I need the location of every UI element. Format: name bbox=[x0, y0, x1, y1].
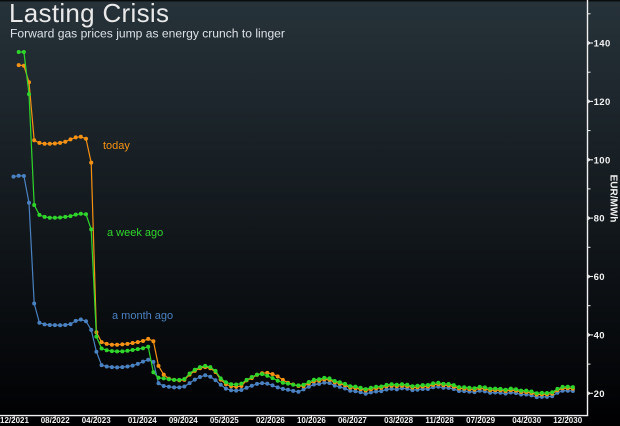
svg-text:10/2026: 10/2026 bbox=[297, 416, 326, 425]
svg-text:08/2022: 08/2022 bbox=[41, 416, 70, 425]
svg-text:Forward gas prices jump as ene: Forward gas prices jump as energy crunch… bbox=[10, 27, 285, 41]
svg-text:20: 20 bbox=[594, 389, 605, 400]
svg-text:05/2025: 05/2025 bbox=[210, 416, 239, 425]
svg-text:Lasting Crisis: Lasting Crisis bbox=[9, 0, 169, 28]
svg-text:04/2030: 04/2030 bbox=[512, 416, 541, 425]
svg-text:01/2024: 01/2024 bbox=[128, 416, 157, 425]
svg-text:40: 40 bbox=[594, 330, 605, 341]
svg-text:06/2027: 06/2027 bbox=[338, 416, 367, 425]
svg-text:EUR/MWh: EUR/MWh bbox=[608, 175, 619, 223]
svg-text:a week ago: a week ago bbox=[107, 227, 163, 239]
svg-text:09/2024: 09/2024 bbox=[169, 416, 198, 425]
svg-text:60: 60 bbox=[594, 272, 605, 283]
svg-text:03/2028: 03/2028 bbox=[384, 416, 413, 425]
svg-text:11/2028: 11/2028 bbox=[425, 416, 454, 425]
svg-text:120: 120 bbox=[594, 97, 611, 108]
svg-text:140: 140 bbox=[594, 39, 611, 50]
svg-text:a month ago: a month ago bbox=[112, 310, 173, 322]
svg-text:12/2021: 12/2021 bbox=[0, 416, 29, 425]
svg-text:04/2023: 04/2023 bbox=[82, 416, 111, 425]
svg-text:today: today bbox=[103, 140, 130, 152]
svg-text:02/2026: 02/2026 bbox=[256, 416, 285, 425]
svg-text:07/2029: 07/2029 bbox=[466, 416, 495, 425]
svg-text:100: 100 bbox=[594, 155, 611, 166]
svg-text:12/2030: 12/2030 bbox=[553, 416, 582, 425]
svg-text:80: 80 bbox=[594, 214, 605, 225]
